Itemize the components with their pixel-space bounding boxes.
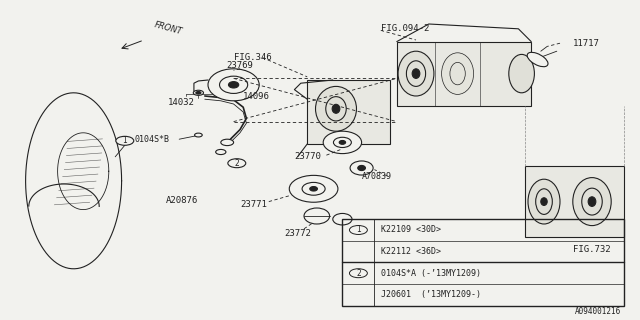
Circle shape	[193, 90, 204, 95]
Text: 2: 2	[234, 159, 239, 168]
Ellipse shape	[398, 51, 434, 96]
Ellipse shape	[332, 104, 340, 113]
Bar	[307, 80, 390, 144]
Ellipse shape	[412, 69, 420, 78]
Bar	[525, 166, 624, 237]
Text: 11717: 11717	[573, 39, 600, 48]
Circle shape	[349, 226, 367, 235]
Circle shape	[195, 133, 202, 137]
Ellipse shape	[310, 187, 317, 191]
Ellipse shape	[339, 140, 346, 144]
Text: K22109 <30D>: K22109 <30D>	[381, 226, 441, 235]
Text: 14096: 14096	[243, 92, 270, 100]
Ellipse shape	[289, 175, 338, 202]
Text: 23771: 23771	[240, 200, 267, 209]
Ellipse shape	[588, 197, 596, 206]
Text: A20876: A20876	[166, 196, 198, 204]
Text: 23772: 23772	[285, 229, 312, 238]
Circle shape	[349, 269, 367, 278]
Circle shape	[116, 136, 134, 145]
Ellipse shape	[316, 86, 356, 131]
Text: J20601  (’13MY1209-): J20601 (’13MY1209-)	[381, 290, 481, 299]
Text: 1: 1	[122, 136, 127, 145]
Circle shape	[228, 159, 246, 168]
Circle shape	[221, 139, 234, 146]
Ellipse shape	[527, 52, 548, 67]
Text: A70839: A70839	[362, 172, 392, 180]
Circle shape	[196, 92, 201, 94]
Text: 23769: 23769	[227, 61, 253, 70]
Ellipse shape	[573, 178, 611, 226]
Ellipse shape	[541, 198, 547, 205]
Bar	[397, 42, 531, 106]
Ellipse shape	[208, 69, 259, 101]
Text: 2: 2	[356, 269, 361, 278]
Ellipse shape	[333, 213, 352, 225]
Text: 23770: 23770	[294, 152, 321, 161]
Text: 0104S*A (-’13MY1209): 0104S*A (-’13MY1209)	[381, 269, 481, 278]
Text: 14032: 14032	[168, 98, 195, 107]
Ellipse shape	[528, 179, 560, 224]
Ellipse shape	[358, 165, 365, 171]
Ellipse shape	[220, 76, 248, 93]
Text: 1: 1	[356, 226, 361, 235]
Text: FIG.346: FIG.346	[234, 53, 271, 62]
Ellipse shape	[228, 82, 239, 88]
Ellipse shape	[350, 161, 373, 175]
Ellipse shape	[509, 54, 534, 93]
Ellipse shape	[304, 208, 330, 224]
Circle shape	[216, 149, 226, 155]
Text: K22112 <36D>: K22112 <36D>	[381, 247, 441, 256]
Ellipse shape	[442, 53, 474, 94]
Text: FIG.732: FIG.732	[573, 245, 611, 254]
Text: 0104S*B: 0104S*B	[134, 135, 170, 144]
Bar	[342, 219, 624, 306]
Text: FIG.094-2: FIG.094-2	[381, 24, 429, 33]
Ellipse shape	[323, 131, 362, 154]
Text: A094001216: A094001216	[575, 308, 621, 316]
Text: FRONT: FRONT	[154, 21, 184, 37]
